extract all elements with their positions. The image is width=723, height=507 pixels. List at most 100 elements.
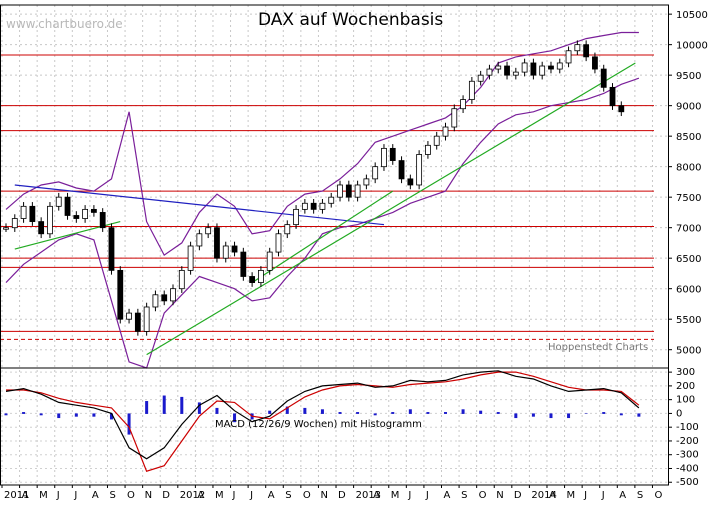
macd-histogram-bar (619, 413, 623, 416)
y-tick-label: 7000 (676, 224, 701, 235)
x-tick-label: M (215, 490, 224, 501)
price-candle (381, 147, 387, 168)
price-candle (398, 160, 405, 180)
x-tick-label: A (444, 490, 451, 501)
y-tick-label: 9000 (676, 102, 701, 113)
price-candle (512, 71, 519, 76)
y-tick-label: 8500 (676, 132, 701, 143)
x-tick-label: A (619, 490, 626, 501)
axes: 10500 10000 9500 9000 8500 8000 7500 7000 6500 60… (0, 4, 708, 501)
x-tick-label: J (425, 490, 429, 501)
price-candle (214, 227, 220, 259)
price-candle (152, 294, 159, 308)
macd-histogram-bar (584, 413, 588, 414)
price-candle (99, 212, 106, 229)
x-tick-label: A (373, 490, 380, 501)
price-candle (55, 196, 62, 207)
x-tick-label: S (109, 490, 115, 501)
macd-histogram-bar (180, 396, 184, 414)
x-tick-label: S (461, 490, 467, 501)
price-candle (284, 224, 291, 235)
watermark: www.chartbuero.de (6, 17, 123, 31)
price-candle (530, 62, 537, 76)
macd-histogram-bar (303, 407, 307, 414)
macd-histogram-bar (285, 406, 289, 414)
x-tick-label: 2012 (180, 490, 205, 501)
x-tick-label: M (567, 490, 576, 501)
x-tick-label: D (338, 490, 346, 501)
price-candle (328, 196, 335, 204)
price-candle (354, 184, 361, 198)
macd-histogram-bar (444, 412, 447, 414)
macd-histogram-bar (338, 412, 342, 414)
macd-histogram-bar (320, 409, 324, 414)
price-candle (11, 218, 18, 229)
x-tick-label: S (637, 490, 643, 501)
price-candle (574, 44, 581, 52)
macd-histogram-bar (373, 413, 377, 416)
x-tick-label: A (92, 490, 99, 501)
price-candle (495, 65, 502, 70)
price-candle (416, 154, 423, 186)
y-tick-label: 7500 (676, 193, 701, 204)
price-candle (134, 312, 141, 332)
macd-histogram-bar (145, 401, 149, 414)
macd-y-tick-label: -500 (676, 477, 699, 488)
x-tick-label: O (303, 490, 311, 501)
macd-y-tick-label: -400 (676, 463, 699, 474)
price-candle (460, 99, 466, 110)
macd-y-tick-label: 0 (676, 408, 682, 419)
y-tick-label: 8000 (676, 163, 701, 174)
x-tick-label: A (549, 490, 556, 501)
macd-histogram-bar (461, 409, 465, 414)
price-candle (249, 276, 256, 283)
x-tick-label: A (268, 490, 275, 501)
price-candle (337, 184, 343, 198)
price-candle (222, 245, 229, 259)
x-tick-label: J (583, 490, 587, 501)
x-tick-label: J (601, 490, 605, 501)
price-candle (126, 312, 132, 320)
macd-y-tick-label: 100 (676, 395, 695, 406)
x-tick-label: J (407, 490, 411, 501)
macd-y-tick-label: 300 (676, 367, 695, 378)
price-candle (108, 227, 115, 271)
x-tick-label: A (22, 490, 29, 501)
plot-frame (0, 4, 669, 486)
y-tick-label: 5000 (676, 346, 701, 357)
price-candle (240, 251, 247, 277)
x-tick-label: M (391, 490, 400, 501)
price-candle (504, 65, 510, 76)
macd-histogram-bar (549, 413, 553, 419)
price-candle (389, 147, 396, 161)
trendline (251, 190, 394, 284)
macd-histogram-bar (514, 413, 518, 419)
price-candle (451, 108, 458, 128)
price-candle (187, 245, 194, 271)
price-candle (170, 288, 176, 302)
macd-histogram-bar (74, 413, 78, 417)
price-candle (425, 144, 431, 155)
macd-layer (4, 370, 641, 472)
price-candle (258, 269, 264, 283)
x-tick-label: N (145, 490, 152, 501)
price-candle (301, 202, 308, 210)
y-tick-label: 6500 (676, 254, 701, 265)
price-candle (363, 178, 370, 186)
macd-histogram-bar (479, 410, 483, 414)
x-tick-label: D (162, 490, 170, 501)
x-tick-label: J (232, 490, 236, 501)
x-tick-label: J (73, 490, 77, 501)
price-candle (468, 80, 475, 100)
price-candle (442, 126, 449, 137)
x-tick-label: O (479, 490, 487, 501)
price-candle (205, 227, 212, 235)
price-candle (477, 74, 484, 82)
price-candle (521, 62, 528, 73)
macd-y-tick-label: -100 (676, 422, 699, 433)
price-candle (20, 205, 27, 219)
price-candle (372, 166, 379, 180)
price-candle (407, 178, 414, 186)
price-candle (161, 294, 168, 302)
